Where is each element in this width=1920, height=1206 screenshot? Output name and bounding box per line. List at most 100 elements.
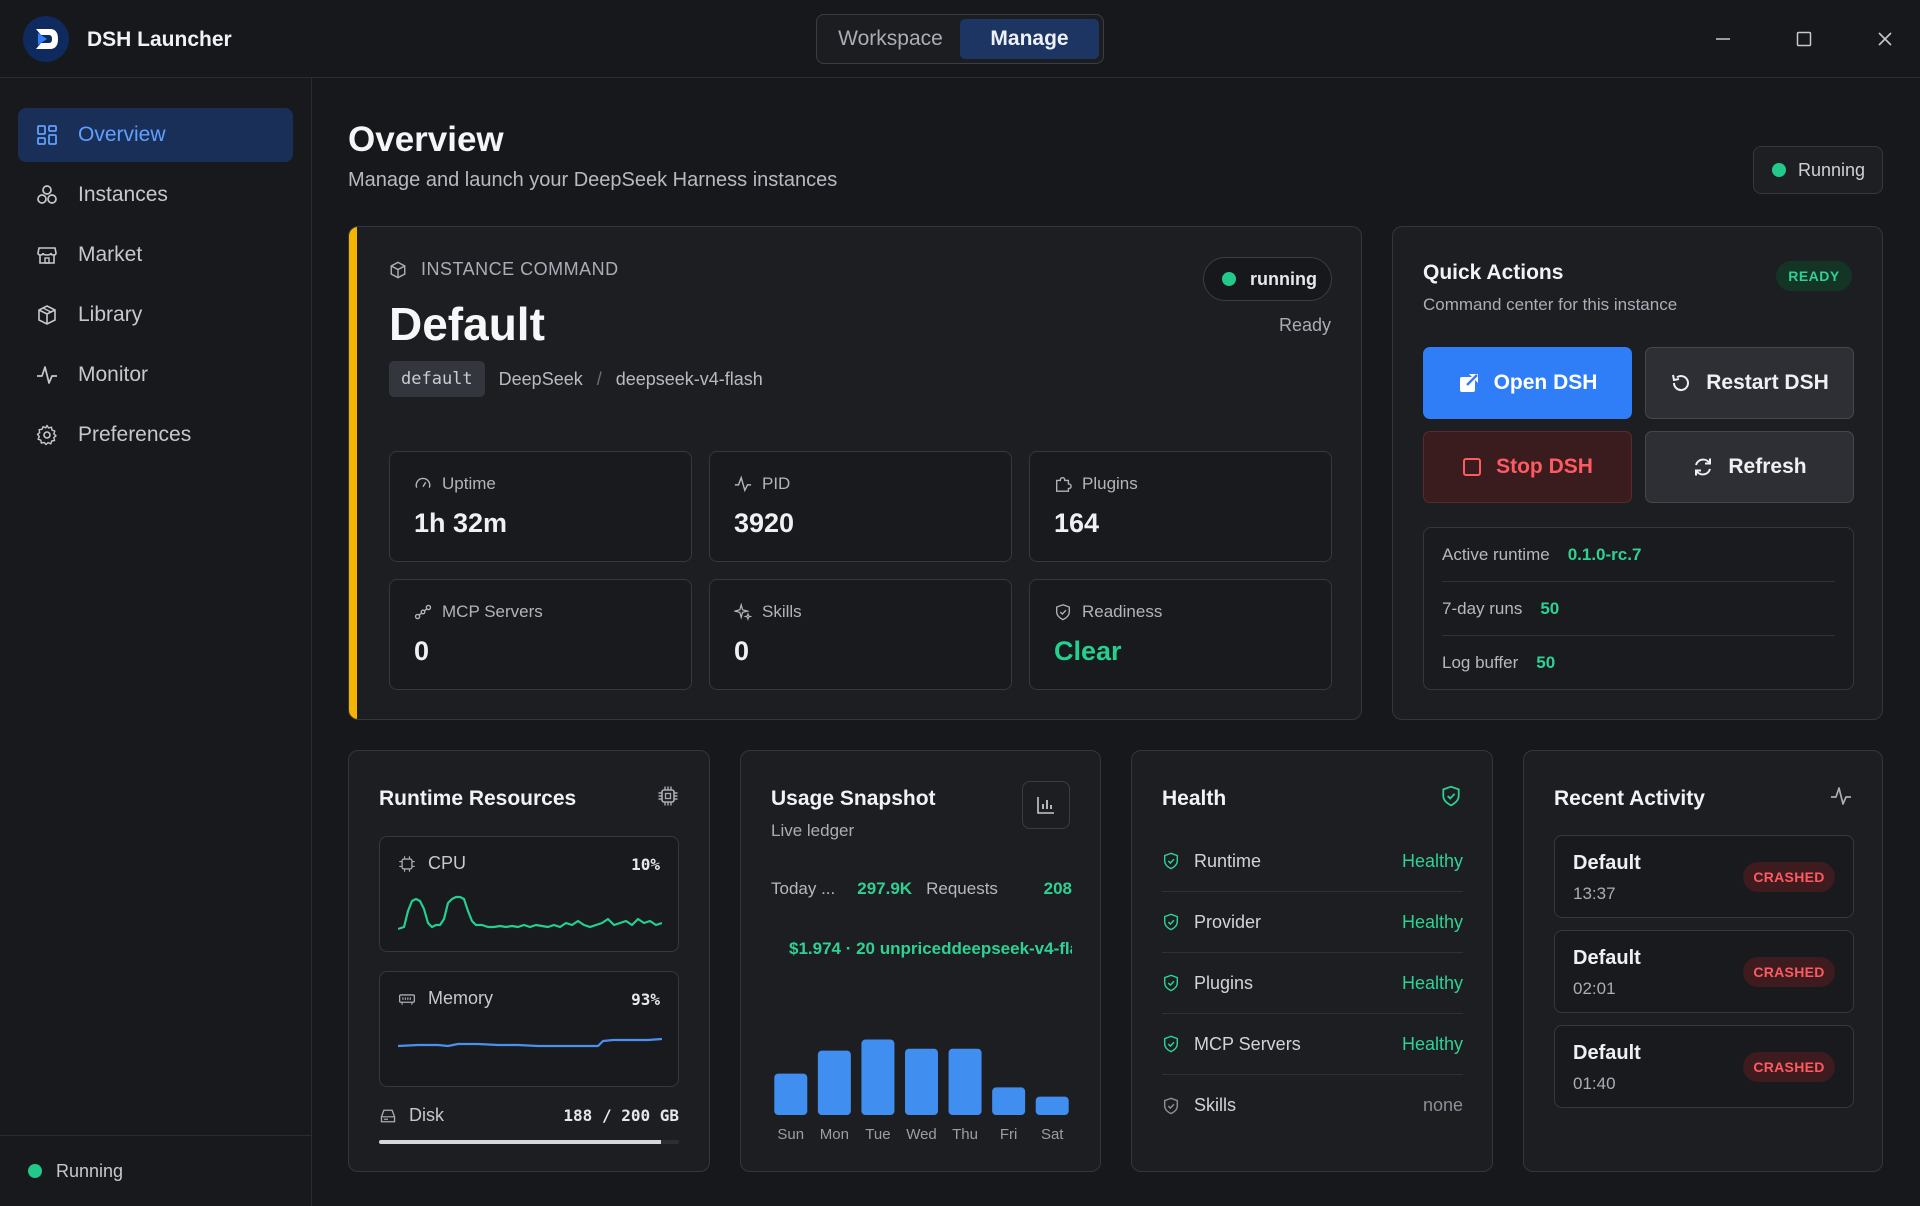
cluster-icon	[37, 185, 57, 204]
gear-icon	[36, 424, 57, 446]
cpu-icon	[399, 855, 415, 872]
activity-item[interactable]: Default 02:01 CRASHED	[1554, 930, 1854, 1013]
cpu-panel: CPU 10%	[379, 836, 679, 952]
info-row-log-buffer: Log buffer 50	[1442, 653, 1556, 672]
instance-name: Default	[389, 298, 545, 350]
disk-value: 188 / 200 GB	[563, 1106, 679, 1125]
disk-row: Disk 188 / 200 GB	[379, 1105, 679, 1126]
usage-bar-mon	[817, 1050, 851, 1115]
app-logo-icon	[23, 16, 69, 62]
stat-value: 0	[414, 636, 430, 666]
instance-model: deepseek-v4-flash	[615, 368, 763, 389]
cpu-chip-icon	[657, 785, 679, 812]
shield-check-icon	[1163, 852, 1179, 870]
stat-value: Clear	[1054, 636, 1122, 666]
stat-value: 164	[1054, 508, 1100, 538]
refresh-icon	[1695, 458, 1712, 476]
memory-value: 93%	[631, 990, 660, 1009]
instance-provider: DeepSeek	[498, 368, 583, 389]
bar-chart-icon	[1037, 797, 1054, 814]
usage-bar-sat	[1035, 1096, 1069, 1115]
sidebar-item-instances[interactable]: Instances	[18, 168, 293, 222]
usage-chart-button[interactable]	[1022, 781, 1070, 829]
usage-tick-label: Sat	[1041, 1126, 1064, 1143]
cube-icon	[390, 261, 406, 278]
instance-readiness-text: Ready	[1278, 315, 1331, 335]
grid-icon	[37, 125, 57, 145]
activity-item[interactable]: Default 01:40 CRASHED	[1554, 1025, 1854, 1108]
open-dsh-button[interactable]: Open DSH	[1423, 347, 1632, 419]
quick-actions-title: Quick Actions	[1423, 261, 1564, 284]
usage-bar-fri	[992, 1087, 1026, 1115]
disk-usage-fill	[379, 1140, 661, 1144]
activity-icon	[37, 366, 57, 384]
stop-dsh-button[interactable]: Stop DSH	[1423, 431, 1632, 503]
card-title: Recent Activity	[1554, 787, 1705, 810]
sidebar-item-label: Instances	[78, 183, 168, 206]
usage-tick-label: Tue	[865, 1126, 890, 1143]
card-title: Usage Snapshot	[771, 787, 936, 810]
usage-bar-wed	[905, 1048, 938, 1115]
sidebar-status: Running	[0, 1135, 312, 1206]
tab-manage[interactable]: Manage	[960, 19, 1099, 59]
cpu-sparkline	[398, 895, 662, 931]
refresh-button[interactable]: Refresh	[1645, 431, 1854, 503]
shield-check-icon	[1163, 1097, 1179, 1114]
usage-snapshot-card: Usage Snapshot Live ledger Today ... 297…	[740, 750, 1101, 1172]
usage-tick-label: Thu	[952, 1126, 978, 1143]
info-row-7day-runs: 7-day runs 50	[1442, 582, 1835, 636]
restart-dsh-button[interactable]: Restart DSH	[1645, 347, 1854, 419]
runtime-resources-card: Runtime Resources CPU 10% Memory 93% Dis…	[348, 750, 710, 1172]
usage-bar-tue	[861, 1039, 895, 1115]
stop-icon	[1463, 458, 1482, 476]
tab-workspace[interactable]: Workspace	[838, 27, 943, 50]
disk-usage-bar	[379, 1140, 679, 1144]
disk-label: Disk	[409, 1105, 444, 1125]
title-bar: DSH Launcher Workspace Manage	[0, 0, 1920, 78]
puzzle-icon	[1056, 477, 1072, 492]
card-title: Health	[1162, 787, 1227, 810]
sidebar-item-monitor[interactable]: Monitor	[18, 348, 293, 402]
close-icon[interactable]	[1870, 24, 1900, 54]
usage-tick-label: Mon	[820, 1126, 849, 1143]
app-title: DSH Launcher	[87, 28, 232, 51]
crashed-badge: CRASHED	[1743, 1052, 1835, 1082]
activity-icon	[1830, 785, 1852, 812]
restart-icon	[1672, 374, 1690, 392]
stat-value: 1h 32m	[414, 508, 508, 538]
activity-item[interactable]: Default 13:37 CRASHED	[1554, 835, 1854, 918]
sidebar-item-overview[interactable]: Overview	[18, 108, 293, 162]
usage-tick-label: Wed	[906, 1126, 937, 1143]
stat-value: 3920	[734, 508, 795, 538]
stat-plugins: Plugins 164	[1029, 451, 1332, 562]
memory-icon	[398, 993, 416, 1005]
crashed-badge: CRASHED	[1743, 862, 1835, 892]
sidebar-item-label: Overview	[78, 123, 166, 146]
stat-skills: Skills 0	[709, 579, 1012, 690]
status-badge: Running	[1753, 146, 1883, 194]
sidebar-item-library[interactable]: Library	[18, 288, 293, 342]
shield-check-icon	[1163, 913, 1179, 931]
maximize-icon[interactable]	[1789, 24, 1819, 54]
sidebar-item-label: Monitor	[78, 363, 149, 386]
sidebar-item-market[interactable]: Market	[18, 228, 293, 282]
instance-code: default	[389, 361, 485, 397]
external-link-icon	[1459, 374, 1478, 392]
usage-today-row: Today ... 297.9K Requests 208	[771, 879, 1072, 898]
usage-tick-label: Fri	[1000, 1126, 1018, 1143]
info-row-active-runtime: Active runtime 0.1.0-rc.7	[1442, 528, 1835, 582]
usage-bar-thu	[948, 1048, 982, 1115]
mode-switch: Workspace Manage	[816, 14, 1104, 64]
health-row-runtime: Runtime Healthy	[1162, 831, 1463, 892]
status-dot-icon	[1222, 272, 1236, 286]
minimize-icon[interactable]	[1708, 24, 1738, 54]
crashed-badge: CRASHED	[1743, 957, 1835, 987]
sidebar-item-preferences[interactable]: Preferences	[18, 408, 293, 462]
sidebar-item-label: Preferences	[78, 423, 192, 446]
health-row-skills: Skills none	[1162, 1075, 1463, 1136]
usage-tick-label: Sun	[777, 1126, 804, 1143]
package-icon	[38, 305, 56, 325]
gauge-icon	[415, 477, 431, 488]
health-row-plugins: Plugins Healthy	[1162, 953, 1463, 1014]
stat-value: 0	[734, 636, 750, 666]
